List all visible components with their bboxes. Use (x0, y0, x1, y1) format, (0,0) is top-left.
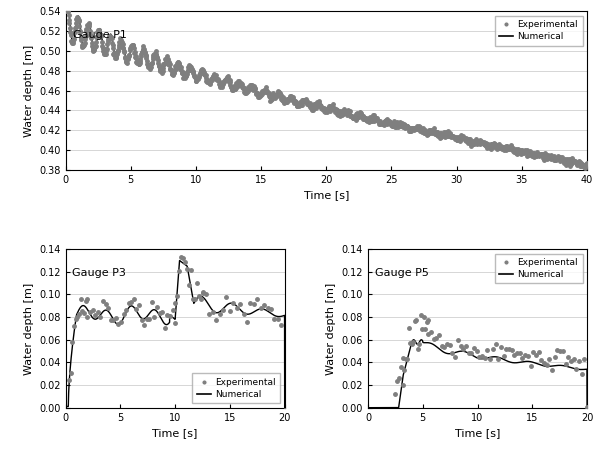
Text: Gauge P3: Gauge P3 (72, 268, 126, 278)
Text: Gauge P5: Gauge P5 (374, 268, 429, 278)
Legend: Experimental, Numerical: Experimental, Numerical (495, 16, 582, 46)
Y-axis label: Water depth [m]: Water depth [m] (24, 282, 33, 375)
Legend: Experimental, Numerical: Experimental, Numerical (495, 254, 582, 284)
X-axis label: Time [s]: Time [s] (303, 190, 349, 200)
X-axis label: Time [s]: Time [s] (455, 428, 500, 438)
Text: Gauge P1: Gauge P1 (73, 30, 128, 40)
Legend: Experimental, Numerical: Experimental, Numerical (193, 373, 280, 403)
Y-axis label: Water depth [m]: Water depth [m] (23, 44, 33, 137)
X-axis label: Time [s]: Time [s] (153, 428, 198, 438)
Y-axis label: Water depth [m]: Water depth [m] (326, 282, 336, 375)
